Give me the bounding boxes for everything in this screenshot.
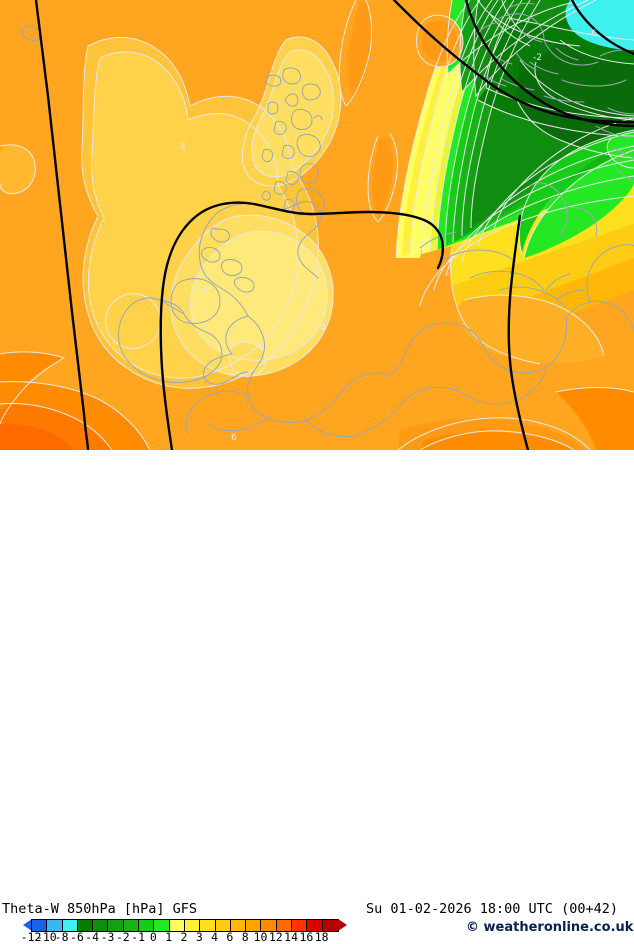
colorbar-tick-0: 0: [150, 930, 157, 944]
map-svg: 4 6 4 6 -2 -6: [0, 0, 634, 450]
colorbar-tick-2: 2: [181, 930, 188, 944]
colorbar-tick-1: 1: [165, 930, 172, 944]
colorbar-tick-12: 12: [269, 930, 283, 944]
contour-label-6b: 6: [231, 433, 237, 443]
colorbar-tick-3: 3: [196, 930, 203, 944]
contour-label-n6: -6: [588, 29, 597, 39]
colorbar-tick-10: 10: [254, 930, 268, 944]
forecast-run-timestamp: Su 01-02-2026 18:00 UTC (00+42): [366, 901, 618, 917]
colorbar-tick--8: -8: [55, 930, 69, 944]
weather-map-canvas[interactable]: 4 6 4 6 -2 -6: [0, 0, 634, 450]
colorbar-tick--10: -10: [36, 930, 57, 944]
contour-label-6a: 6: [202, 287, 208, 297]
colorbar-tick-6: 6: [226, 930, 233, 944]
copyright-notice: © weatheronline.co.uk: [466, 920, 633, 935]
map-footer: Theta-W 850hPa [hPa] GFS Su 01-02-2026 1…: [0, 450, 634, 490]
contour-label-n2: -2: [533, 53, 542, 63]
colorbar-tick-14: 14: [284, 930, 298, 944]
colorbar-tick-8: 8: [242, 930, 249, 944]
colorbar-tick-4: 4: [211, 930, 218, 944]
contour-label-4b: 4: [320, 323, 326, 333]
parameter-title: Theta-W 850hPa [hPa] GFS: [2, 901, 197, 917]
colorbar-tick--1: -1: [131, 930, 145, 944]
colorbar-tick-16: 16: [299, 930, 313, 944]
contour-label-4a: 4: [180, 142, 186, 152]
colorbar-tick--2: -2: [116, 930, 130, 944]
colorbar-tick--4: -4: [85, 930, 99, 944]
colorbar-tick--3: -3: [101, 930, 115, 944]
colorbar-tick-18: 18: [315, 930, 329, 944]
weather-map-page: 4 6 4 6 -2 -6 Theta-W 850hPa [hPa] GFS S…: [0, 0, 634, 490]
colorbar-tick--6: -6: [70, 930, 84, 944]
